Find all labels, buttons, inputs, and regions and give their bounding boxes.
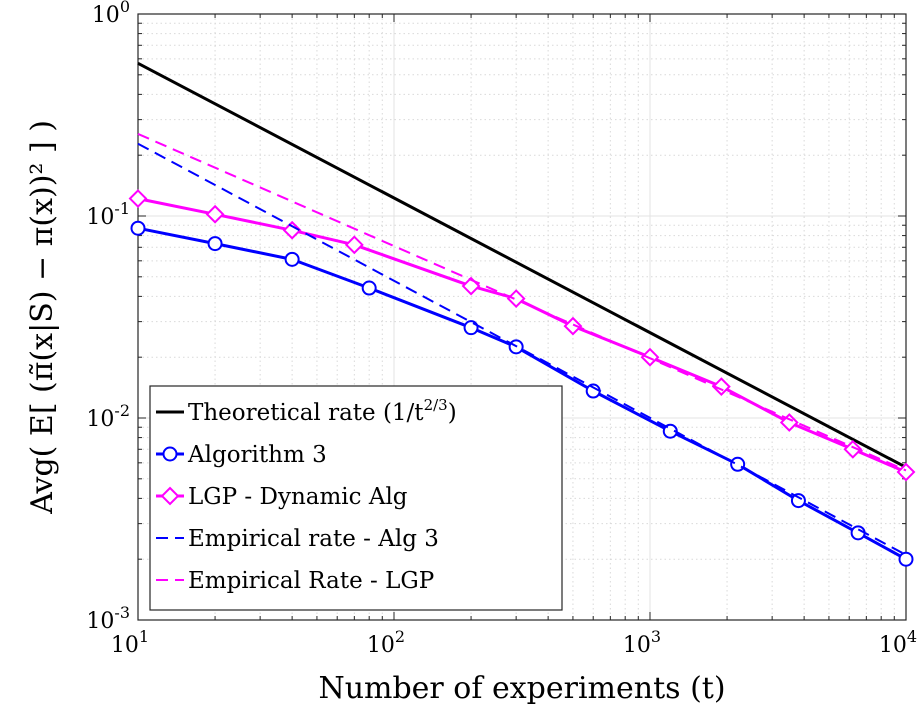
legend-entry: Empirical rate - Alg 3 — [156, 526, 439, 552]
x-tick-label-exponent: 3 — [651, 627, 661, 646]
legend-label: LGP - Dynamic Alg — [188, 484, 408, 510]
x-tick-label: 103 — [623, 627, 661, 658]
legend-label-text: Algorithm 3 — [187, 442, 327, 468]
legend-entry: LGP - Dynamic Alg — [156, 484, 408, 510]
x-tick-label: 104 — [879, 627, 917, 658]
series-1 — [137, 61, 907, 469]
legend-marker — [160, 486, 180, 506]
data-point — [896, 462, 916, 482]
data-point — [790, 493, 806, 509]
data-point — [730, 456, 746, 472]
series-layer — [128, 61, 916, 567]
data-point — [711, 377, 731, 397]
y-tick-label-exponent: -2 — [114, 401, 130, 420]
axis-ticks — [137, 13, 907, 621]
x-tick-label-exponent: 1 — [139, 627, 149, 646]
x-tick-label-base: 10 — [111, 633, 139, 658]
series-4 — [137, 142, 907, 556]
y-tick-label: 10-3 — [86, 603, 130, 634]
data-point — [284, 251, 300, 267]
data-point — [207, 236, 223, 252]
x-tick-labels: 101 102 103 104 — [111, 627, 917, 658]
data-point — [843, 439, 863, 459]
x-tick-label-exponent: 2 — [395, 627, 405, 646]
legend-label: Empirical Rate - LGP — [188, 568, 434, 594]
legend: Theoretical rate (1/t2/3) Algorithm 3 LGP … — [149, 385, 563, 611]
y-tick-label: 100 — [92, 0, 130, 28]
series-line — [137, 132, 907, 472]
x-tick-label-base: 10 — [367, 633, 395, 658]
legend-marker — [162, 446, 178, 462]
y-tick-label-base: 10 — [92, 3, 120, 28]
legend-label-text: LGP - Dynamic Alg — [188, 484, 408, 510]
y-tick-label: 10-2 — [86, 401, 130, 432]
data-point — [344, 235, 364, 255]
legend-entry: Algorithm 3 — [156, 442, 327, 468]
y-tick-label-exponent: -1 — [114, 199, 130, 218]
legend-box — [149, 385, 563, 611]
data-point — [128, 189, 148, 208]
y-tick-label: 10-1 — [86, 199, 130, 230]
data-point — [898, 551, 914, 567]
series-line — [137, 226, 907, 561]
x-tick-label: 101 — [111, 627, 149, 658]
data-point — [282, 220, 302, 240]
data-point — [850, 525, 866, 541]
legend-label-text-after: ) — [448, 400, 457, 426]
y-tick-label-base: 10 — [86, 407, 114, 432]
data-point — [563, 316, 583, 336]
series-5 — [137, 132, 907, 472]
y-tick-label-exponent: -3 — [114, 603, 130, 622]
x-tick-label-base: 10 — [623, 633, 651, 658]
legend-label-text: Theoretical rate (1/t — [188, 400, 424, 426]
legend-label: Theoretical rate (1/t2/3) — [188, 396, 457, 426]
x-tick-label-base: 10 — [879, 633, 907, 658]
series-line — [137, 61, 907, 469]
legend-label: Algorithm 3 — [187, 442, 327, 468]
x-tick-label-exponent: 4 — [907, 627, 917, 646]
data-point — [205, 204, 225, 224]
data-point — [506, 289, 526, 309]
legend-entry: Empirical Rate - LGP — [156, 568, 434, 594]
legend-label: Empirical rate - Alg 3 — [188, 526, 439, 552]
y-axis-title: Avg( E[ (π̃(x|S) − π(x))² ] ) — [25, 120, 60, 515]
legend-entry: Theoretical rate (1/t2/3) — [156, 396, 457, 426]
data-point — [361, 280, 377, 296]
data-point — [130, 220, 146, 236]
y-tick-label-exponent: 0 — [120, 0, 130, 16]
data-point — [463, 320, 479, 336]
y-tick-label-base: 10 — [86, 205, 114, 230]
legend-label-superscript: 2/3 — [424, 396, 448, 414]
x-axis-title: Number of experiments (t) — [318, 671, 725, 706]
plot-frame — [137, 13, 907, 621]
legend-label-text: Empirical Rate - LGP — [188, 568, 434, 594]
y-tick-label-base: 10 — [86, 609, 114, 634]
legend-label-text: Empirical rate - Alg 3 — [188, 526, 439, 552]
x-tick-label: 102 — [367, 627, 405, 658]
series-line — [137, 142, 907, 556]
